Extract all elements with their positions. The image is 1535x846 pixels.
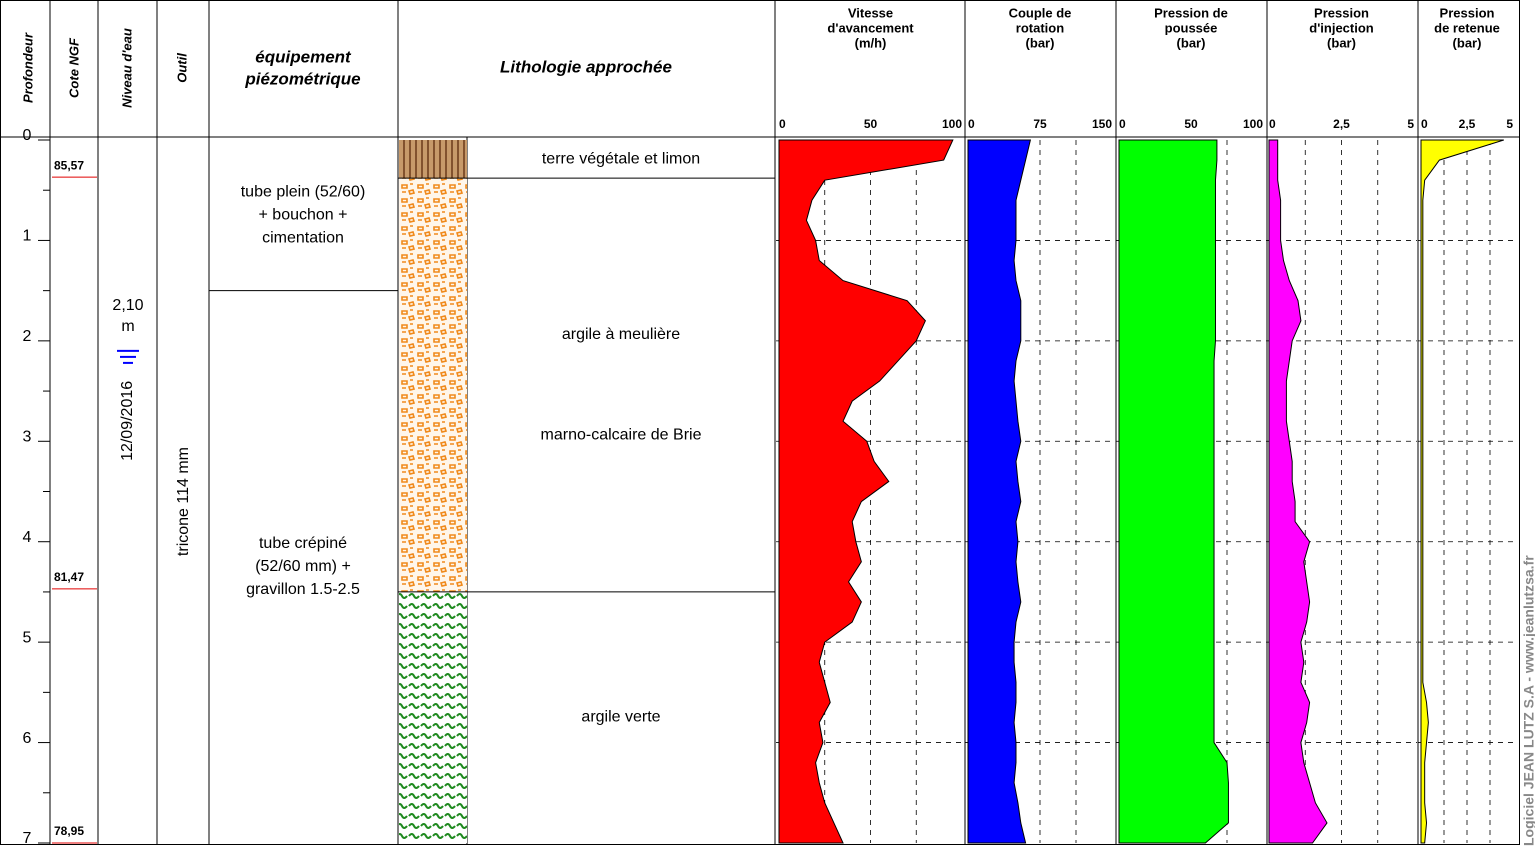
track-title: Pression	[1440, 5, 1495, 20]
track-title: de retenue	[1434, 20, 1500, 35]
header: Cote NGF	[66, 37, 81, 98]
track-title: (bar)	[1177, 35, 1206, 50]
track-title: (bar)	[1026, 35, 1055, 50]
credit: Logiciel JEAN LUTZ S.A - www.jeanlutzsa.…	[1521, 555, 1535, 846]
depth-label: 7	[23, 830, 32, 846]
x-tick-label: 0	[968, 117, 975, 131]
track-area	[1269, 140, 1327, 843]
header: équipement	[255, 47, 352, 66]
x-tick-label: 50	[1184, 117, 1198, 131]
track-title: d'injection	[1309, 20, 1374, 35]
water-level: 2,10	[112, 297, 143, 314]
track-title: Pression de	[1154, 5, 1228, 20]
lithology-pattern	[399, 140, 467, 178]
x-tick-label: 0	[1269, 117, 1276, 131]
x-tick-label: 0	[779, 117, 786, 131]
track-title: d'avancement	[827, 20, 914, 35]
water-date: 12/09/2016	[119, 381, 136, 461]
depth-label: 4	[23, 529, 32, 546]
x-tick-label: 2,5	[1333, 117, 1350, 131]
depth-label: 0	[23, 127, 32, 144]
track-title: rotation	[1016, 20, 1064, 35]
lithology-label: marno-calcaire de Brie	[541, 426, 702, 443]
x-tick-label: 0	[1421, 117, 1428, 131]
depth-label: 2	[23, 328, 32, 345]
x-tick-label: 5	[1506, 117, 1513, 131]
lithology-label: terre végétale et limon	[542, 150, 700, 167]
header: Lithologie approchée	[500, 57, 672, 76]
x-tick-label: 100	[1243, 117, 1263, 131]
depth-label: 3	[23, 429, 32, 446]
track-area	[1421, 140, 1504, 843]
equipment-label: (52/60 mm) +	[255, 558, 351, 575]
equipment-label: tube plein (52/60)	[241, 184, 366, 201]
track-title: Pression	[1314, 5, 1369, 20]
ngf-label: 85,57	[54, 158, 84, 172]
lithology-pattern	[399, 178, 467, 592]
lithology-label: argile à meulière	[562, 326, 680, 343]
header: Profondeur	[20, 32, 35, 103]
x-tick-label: 75	[1033, 117, 1047, 131]
depth-label: 1	[23, 228, 32, 245]
lithology-label: argile verte	[581, 709, 660, 726]
equipment-label: cimentation	[262, 230, 344, 247]
log-page: Profondeur Cote NGF Niveau d'eau Outil é…	[0, 0, 1535, 846]
x-tick-label: 5	[1407, 117, 1414, 131]
track-area	[1119, 140, 1228, 843]
x-tick-label: 50	[864, 117, 878, 131]
equipment-label: tube crépiné	[259, 535, 347, 552]
header: piézométrique	[244, 69, 360, 88]
track-title: (bar)	[1327, 35, 1356, 50]
track-title: Couple de	[1009, 5, 1072, 20]
track-title: (m/h)	[855, 35, 887, 50]
x-tick-label: 2,5	[1459, 117, 1476, 131]
x-tick-label: 150	[1092, 117, 1112, 131]
ngf-label: 78,95	[54, 824, 84, 838]
header: Outil	[174, 53, 189, 83]
tool: tricone 114 mm	[175, 447, 192, 556]
depth-label: 5	[23, 629, 32, 646]
header: Niveau d'eau	[119, 28, 134, 108]
ngf-label: 81,47	[54, 570, 84, 584]
x-tick-label: 0	[1119, 117, 1126, 131]
track-title: Vitesse	[848, 5, 893, 20]
water-level: m	[121, 318, 134, 335]
track-area	[968, 140, 1030, 843]
track-area	[779, 140, 953, 843]
track-title: (bar)	[1453, 35, 1482, 50]
equipment-label: gravillon 1.5-2.5	[246, 581, 360, 598]
depth-label: 6	[23, 730, 32, 747]
track-title: poussée	[1165, 20, 1218, 35]
x-tick-label: 100	[942, 117, 962, 131]
equipment-label: + bouchon +	[259, 207, 348, 224]
lithology-pattern	[399, 592, 467, 843]
